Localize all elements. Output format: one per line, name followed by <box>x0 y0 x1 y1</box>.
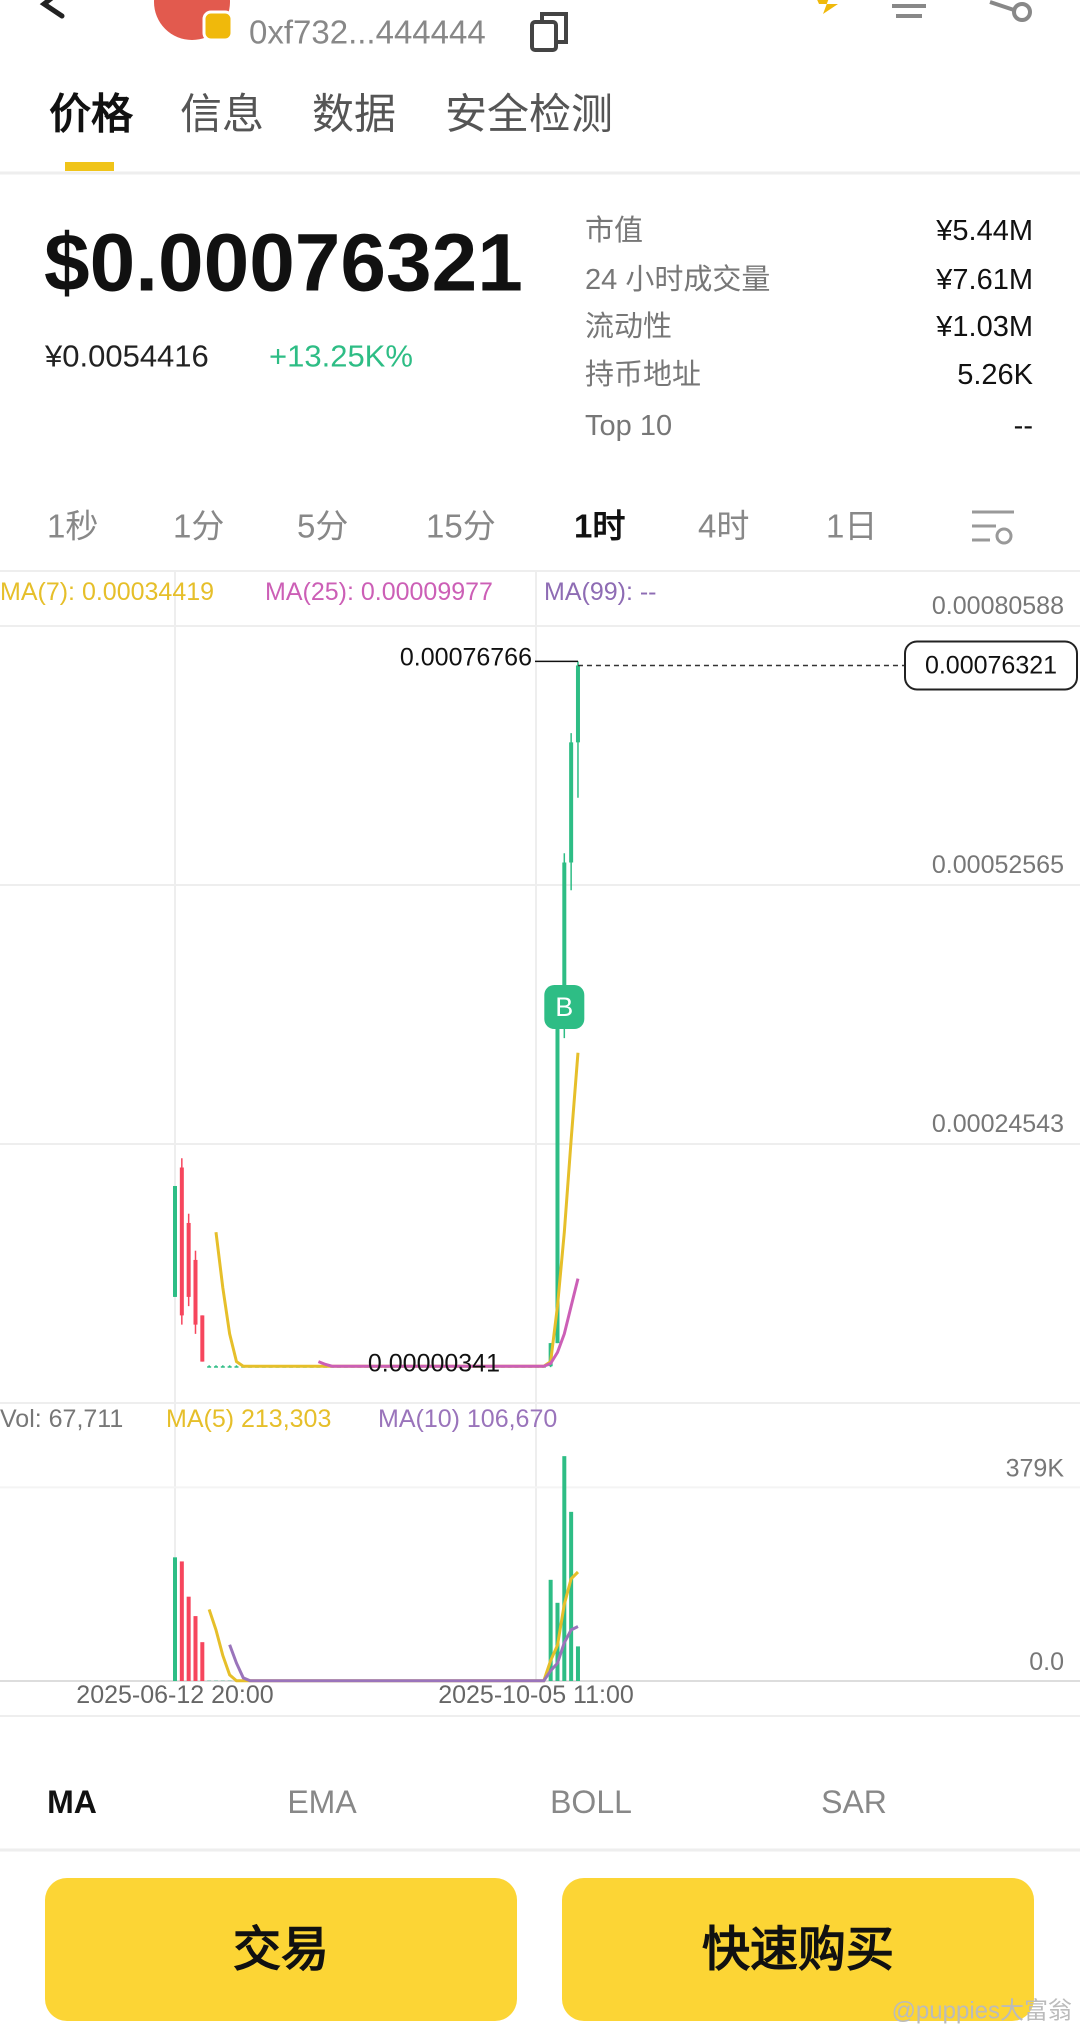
y-tick-label: 0.00080588 <box>932 592 1064 620</box>
tab[interactable]: 安全检测 <box>445 91 613 138</box>
ma-line <box>317 1278 580 1368</box>
stat-label: 流动性 <box>585 310 672 343</box>
interval-tab[interactable]: 1分 <box>173 508 224 545</box>
y-tick-label: 0.00024543 <box>932 1110 1064 1138</box>
price-tag <box>904 640 1078 691</box>
stat-value: -- <box>1014 410 1033 442</box>
volume-title: Vol: 67,711 <box>0 1405 123 1433</box>
legend-entry: MA(25): 0.00009977 <box>265 578 493 606</box>
price-cny: ¥0.0054416 <box>44 339 209 374</box>
price-usd: $0.00076321 <box>44 218 523 309</box>
interval-tab[interactable]: 5分 <box>297 508 348 545</box>
y-tick-label: 0.0 <box>1029 1648 1064 1676</box>
stat-value: ¥5.44M <box>935 215 1033 247</box>
candle-body <box>569 742 574 863</box>
candle-body <box>562 862 567 1011</box>
share-icon[interactable] <box>989 0 1032 22</box>
volume-bar <box>186 1596 191 1681</box>
interval-tab[interactable]: 4时 <box>698 508 749 545</box>
volume-bar <box>179 1561 184 1681</box>
price-tag-label: 0.00076321 <box>925 651 1057 679</box>
ma-line <box>214 1052 580 1368</box>
interval-tab[interactable]: 1时 <box>574 508 625 545</box>
quick-buy-button[interactable] <box>562 1878 1034 2021</box>
settings-icon[interactable] <box>972 510 1014 545</box>
legend-entry: MA(99): -- <box>544 578 657 606</box>
stat-value: ¥7.61M <box>935 264 1033 296</box>
trade-marker[interactable] <box>544 985 585 1029</box>
indicator-tab[interactable]: BOLL <box>550 1784 632 1820</box>
x-tick-label: 2025-06-12 20:00 <box>76 1681 273 1709</box>
interval-tab[interactable]: 15分 <box>426 508 496 545</box>
volume-ma-line <box>207 1570 580 1683</box>
candle-body <box>213 1366 218 1368</box>
legend-entry: MA(7): 0.00034419 <box>0 578 214 606</box>
stat-value: ¥1.03M <box>935 311 1033 343</box>
copy-icon[interactable] <box>530 12 568 52</box>
back-icon[interactable] <box>39 0 65 19</box>
button-label[interactable]: 交易 <box>233 1924 329 1977</box>
watermark: @puppies大富翁 <box>892 1998 1072 2025</box>
stat-label: 24 小时成交量 <box>585 263 770 296</box>
candle-body <box>186 1222 191 1297</box>
stat-label: 市值 <box>585 214 643 247</box>
alert-icon[interactable] <box>892 4 926 18</box>
trade-button[interactable] <box>45 1878 517 2021</box>
button-label[interactable]: 快速购买 <box>702 1924 894 1977</box>
candle-body <box>173 1185 177 1297</box>
price-change: +13.25K% <box>269 339 413 374</box>
min-label: 0.00000341 <box>368 1350 500 1378</box>
volume-bar <box>200 1642 205 1681</box>
candle-body <box>227 1366 232 1368</box>
max-label: 0.00076766 <box>400 643 532 671</box>
candle-body <box>193 1259 198 1325</box>
volume-bar <box>569 1511 574 1681</box>
candle-body <box>555 1010 560 1344</box>
candle-body <box>220 1366 225 1368</box>
candle-body <box>179 1167 184 1316</box>
volume-bar <box>575 1646 580 1681</box>
volume-bar <box>562 1456 567 1681</box>
favorite-icon[interactable] <box>811 0 838 14</box>
y-tick-label: 379K <box>1006 1454 1065 1482</box>
candle-body <box>234 1366 239 1368</box>
stat-value: 5.26K <box>957 359 1033 391</box>
token-address: 0xf732...444444 <box>249 14 486 51</box>
tab-indicator <box>65 162 114 171</box>
tab[interactable]: 价格 <box>49 91 134 138</box>
tab[interactable]: 信息 <box>180 91 264 138</box>
volume-bar <box>193 1616 198 1681</box>
stat-label: Top 10 <box>585 410 672 442</box>
stat-label: 持币地址 <box>585 358 701 391</box>
volume-bar <box>548 1579 553 1681</box>
indicator-tab[interactable]: EMA <box>287 1784 357 1820</box>
volume-bar <box>173 1557 177 1681</box>
candle-body <box>207 1366 212 1368</box>
chain-badge <box>202 10 234 42</box>
volume-ma-line <box>228 1625 579 1683</box>
x-tick-label: 2025-10-05 11:00 <box>438 1681 634 1709</box>
trade-marker-label: B <box>555 992 573 1022</box>
tab[interactable]: 数据 <box>312 91 396 138</box>
interval-tab[interactable]: 1日 <box>826 508 877 545</box>
legend-entry: MA(10) 106,670 <box>378 1405 557 1433</box>
candle-body <box>575 665 580 743</box>
candle-body <box>200 1315 205 1362</box>
interval-tab[interactable]: 1秒 <box>47 508 98 545</box>
indicator-tab[interactable]: SAR <box>821 1784 887 1820</box>
indicator-tab[interactable]: MA <box>47 1784 97 1820</box>
y-tick-label: 0.00052565 <box>932 851 1064 879</box>
legend-entry: MA(5) 213,303 <box>166 1405 331 1433</box>
